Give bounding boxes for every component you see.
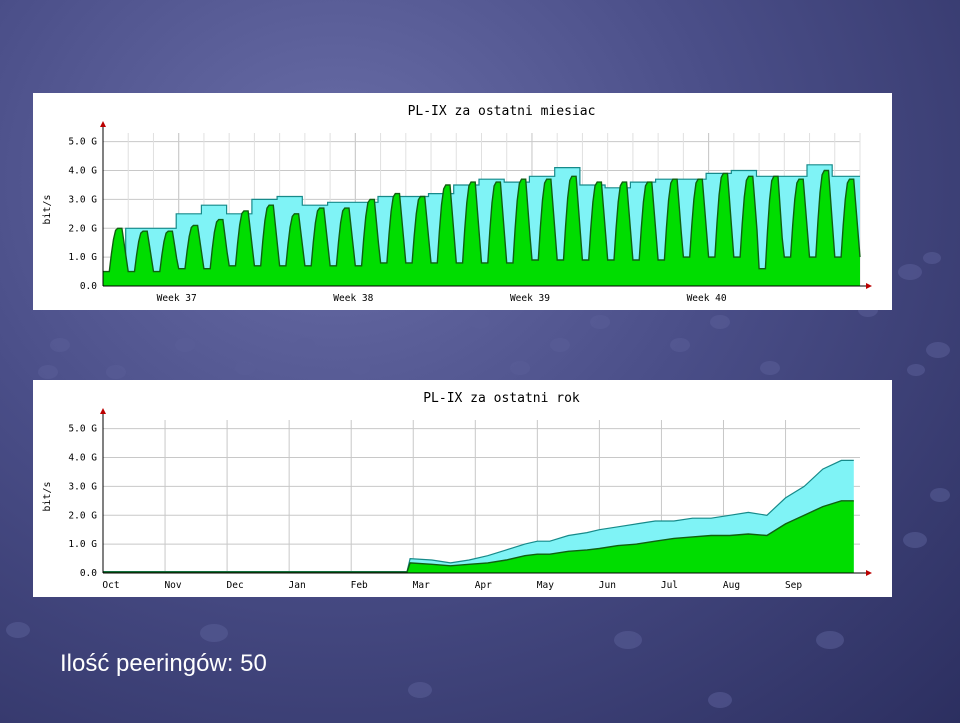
y-tick-label: 5.0 G	[68, 424, 97, 435]
monthly-traffic-chart: PL-IX za ostatni miesiac bit/s 0.0 1.0 G 2.0…	[42, 104, 872, 304]
x-tick-label: Aug	[723, 580, 740, 591]
y-tick-label: 2.0 G	[68, 510, 97, 521]
y-tick-label: 4.0 G	[68, 453, 97, 464]
x-tick-label: Jun	[599, 580, 616, 591]
y-tick-label: 0.0	[80, 568, 97, 579]
x-tick-label: Mar	[413, 580, 430, 591]
series-avg-line	[103, 500, 854, 573]
y-axis-label: bit/s	[42, 481, 53, 511]
x-tick-label: Week 38	[333, 293, 373, 304]
y-tick-label: 0.0	[80, 281, 97, 292]
x-tick-label: Apr	[475, 580, 492, 591]
x-tick-label: Week 40	[687, 293, 727, 304]
chart-title: PL-IX za ostatni rok	[423, 391, 580, 406]
y-axis-label: bit/s	[42, 194, 53, 224]
y-tick-label: 5.0 G	[68, 137, 97, 148]
x-axis-arrow	[866, 283, 872, 289]
y-tick-label: 1.0 G	[68, 252, 97, 263]
y-tick-label: 2.0 G	[68, 223, 97, 234]
series-max-line	[103, 164, 860, 273]
y-tick-label: 3.0 G	[68, 194, 97, 205]
x-tick-label: May	[537, 580, 554, 591]
y-tick-label: 1.0 G	[68, 539, 97, 550]
chart-title: PL-IX za ostatni miesiac	[408, 104, 596, 119]
series-max-line	[103, 459, 854, 573]
series-avg-area	[103, 170, 860, 286]
y-axis-arrow	[100, 121, 106, 127]
y-axis-arrow	[100, 408, 106, 414]
x-axis-arrow	[866, 570, 872, 576]
x-tick-label: Sep	[785, 580, 802, 591]
monthly-chart-panel: PL-IX za ostatni miesiac bit/s 0.0 1.0 G 2.0…	[33, 93, 892, 310]
series-avg-line	[103, 169, 861, 273]
y-tick-label: 3.0 G	[68, 481, 97, 492]
yearly-chart-panel: PL-IX za ostatni rok bit/s 0.0 1.0 G 2.0 G 3.…	[33, 380, 892, 597]
y-tick-label: 4.0 G	[68, 166, 97, 177]
x-tick-label: Jan	[289, 580, 306, 591]
x-tick-label: Week 39	[510, 293, 550, 304]
x-tick-label: Week 37	[157, 293, 197, 304]
x-tick-label: Nov	[164, 580, 181, 591]
x-tick-label: Feb	[351, 580, 368, 591]
series-avg-area	[103, 500, 854, 573]
yearly-traffic-chart: PL-IX za ostatni rok bit/s 0.0 1.0 G 2.0 G 3.…	[42, 391, 872, 591]
x-tick-label: Dec	[227, 580, 244, 591]
peering-count-caption: Ilość peeringów: 50	[60, 650, 267, 677]
x-tick-label: Jul	[661, 580, 678, 591]
x-tick-label: Oct	[102, 580, 119, 591]
